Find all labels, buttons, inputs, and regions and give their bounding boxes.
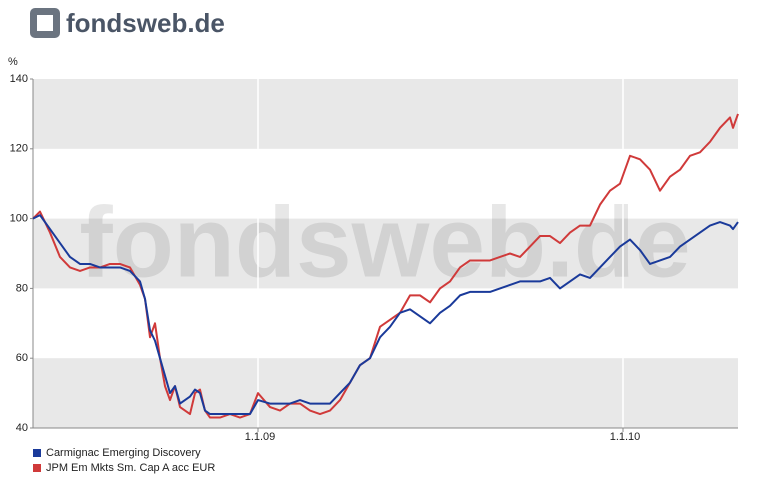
grid-band <box>33 218 738 289</box>
legend-label: JPM Em Mkts Sm. Cap A acc EUR <box>46 462 215 474</box>
watermark: fondsweb.de <box>79 186 690 298</box>
logo-icon-inner <box>37 15 53 31</box>
grid-band <box>33 79 738 149</box>
logo: fondsweb.de <box>30 8 225 38</box>
y-tick-label: 140 <box>10 73 28 85</box>
legend-swatch <box>33 464 41 472</box>
series-line <box>32 214 739 416</box>
x-tick-label: 1.1.09 <box>245 431 276 443</box>
grid-band <box>33 358 738 428</box>
legend-label: Carmignac Emerging Discovery <box>46 447 201 459</box>
x-tick-label: 1.1.10 <box>610 431 641 443</box>
logo-text: fondsweb.de <box>66 8 225 38</box>
y-tick-label: 80 <box>16 282 28 294</box>
legend-swatch <box>33 449 41 457</box>
y-tick-label: 60 <box>16 352 28 364</box>
y-tick-label: 40 <box>16 422 28 434</box>
unit-label: % <box>8 56 18 68</box>
y-tick-label: 100 <box>10 213 28 225</box>
y-tick-label: 120 <box>10 143 28 155</box>
